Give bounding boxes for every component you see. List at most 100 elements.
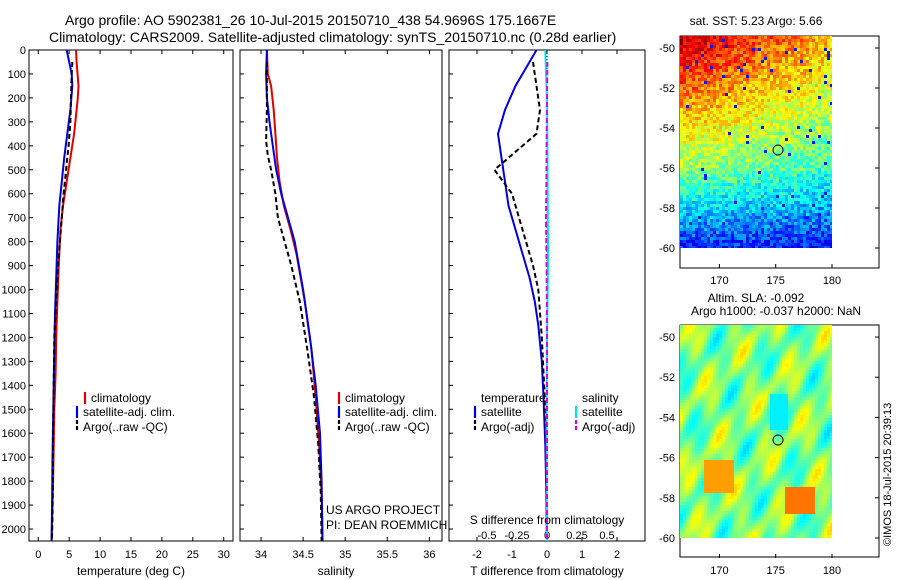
heatmap-cell	[689, 84, 692, 87]
heatmap-cell	[749, 162, 752, 165]
heatmap-cell	[806, 78, 809, 81]
heatmap-cell	[746, 195, 749, 198]
heatmap-cell	[743, 69, 746, 72]
heatmap-cell	[743, 204, 746, 207]
heatmap-cell	[755, 165, 758, 168]
heatmap-cell	[800, 111, 803, 114]
heatmap-cell	[686, 78, 689, 81]
heatmap-cell	[692, 117, 695, 120]
heatmap-cell	[800, 180, 803, 183]
heatmap-cell	[752, 180, 755, 183]
heatmap-cell	[749, 331, 752, 334]
heatmap-cell	[803, 81, 806, 84]
heatmap-cell	[704, 349, 707, 352]
heatmap-cell	[737, 138, 740, 141]
heatmap-cell	[728, 141, 731, 144]
heatmap-cell	[752, 337, 755, 340]
heatmap-cell	[812, 69, 815, 72]
heatmap-cell	[794, 195, 797, 198]
heatmap-cell	[788, 328, 791, 331]
heatmap-cell	[725, 246, 728, 248]
heatmap-cell	[743, 201, 746, 204]
heatmap-cell	[770, 370, 773, 373]
heatmap-cell	[788, 42, 791, 45]
heatmap-cell	[776, 343, 779, 346]
heatmap-cell	[767, 328, 770, 331]
heatmap-cell	[743, 358, 746, 361]
heatmap-cell	[794, 355, 797, 358]
heatmap-cell	[746, 93, 749, 96]
heatmap-cell	[725, 72, 728, 75]
heatmap-cell	[713, 337, 716, 340]
heatmap-cell	[785, 138, 788, 141]
heatmap-cell	[692, 162, 695, 165]
heatmap-cell	[689, 216, 692, 219]
heatmap-cell	[704, 379, 707, 382]
heatmap-cell	[758, 213, 761, 216]
heatmap-cell	[692, 123, 695, 126]
heatmap-cell	[704, 162, 707, 165]
heatmap-cell	[704, 171, 707, 174]
heatmap-cell	[785, 198, 788, 201]
heatmap-cell	[815, 168, 818, 171]
heatmap-cell	[785, 189, 788, 192]
heatmap-cell	[746, 114, 749, 117]
heatmap-cell	[689, 373, 692, 376]
heatmap-cell	[716, 138, 719, 141]
heatmap-cell	[740, 114, 743, 117]
heatmap-cell	[743, 99, 746, 102]
heatmap-cell	[692, 337, 695, 340]
heatmap-cell	[755, 105, 758, 108]
heatmap-cell	[782, 388, 785, 391]
heatmap-cell	[737, 129, 740, 132]
heatmap-cell	[731, 346, 734, 349]
heatmap-cell	[737, 198, 740, 201]
heatmap-cell	[773, 66, 776, 69]
heatmap-cell	[770, 189, 773, 192]
heatmap-cell	[755, 364, 758, 367]
heatmap-cell	[764, 367, 767, 370]
heatmap-cell	[716, 147, 719, 150]
heatmap-cell	[749, 210, 752, 213]
heatmap-cell	[719, 352, 722, 355]
heatmap-cell	[797, 183, 800, 186]
heatmap-cell	[686, 48, 689, 51]
heatmap-cell	[794, 129, 797, 132]
heatmap-cell	[776, 42, 779, 45]
heatmap-cell	[737, 120, 740, 123]
heatmap-cell	[806, 108, 809, 111]
heatmap-cell	[716, 45, 719, 48]
heatmap-cell	[815, 99, 818, 102]
heatmap-cell	[704, 186, 707, 189]
heatmap-cell	[755, 213, 758, 216]
heatmap-cell	[698, 192, 701, 195]
heatmap-cell	[734, 159, 737, 162]
heatmap-cell	[773, 213, 776, 216]
heatmap-cell	[740, 156, 743, 159]
heatmap-cell	[830, 240, 832, 243]
heatmap-cell	[737, 78, 740, 81]
heatmap-cell	[740, 370, 743, 373]
heatmap-cell	[782, 114, 785, 117]
heatmap-cell	[812, 57, 815, 60]
heatmap-cell	[689, 165, 692, 168]
heatmap-cell	[773, 385, 776, 388]
heatmap-cell	[806, 126, 809, 129]
heatmap-cell	[809, 60, 812, 63]
heatmap-cell	[821, 84, 824, 87]
heatmap-cell	[764, 54, 767, 57]
heatmap-cell	[728, 171, 731, 174]
heatmap-cell	[761, 379, 764, 382]
heatmap-cell	[809, 120, 812, 123]
heatmap-cell	[704, 174, 707, 177]
heatmap-cell	[707, 99, 710, 102]
heatmap-cell	[755, 177, 758, 180]
heatmap-cell	[830, 382, 832, 385]
heatmap-cell	[788, 246, 791, 248]
heatmap-cell	[782, 129, 785, 132]
figure-title-line2: Climatology: CARS2009. Satellite-adjuste…	[49, 29, 616, 45]
heatmap-cell	[746, 129, 749, 132]
heatmap-cell	[824, 243, 827, 246]
heatmap-cell	[683, 346, 686, 349]
heatmap-cell	[755, 39, 758, 42]
